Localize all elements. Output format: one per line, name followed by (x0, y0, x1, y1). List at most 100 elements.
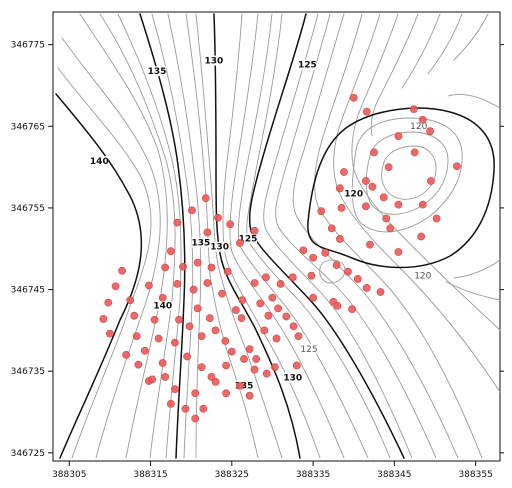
sample-point (270, 363, 279, 372)
x-tick-label: 388335 (296, 470, 330, 480)
sample-point (183, 352, 191, 361)
contour-label-halo (191, 237, 210, 248)
contour-label-halo (90, 156, 109, 167)
sample-point (409, 105, 418, 114)
sample-point (158, 359, 167, 367)
sample-point (453, 162, 461, 171)
x-tick-label: 388345 (377, 470, 411, 480)
sample-point (349, 93, 358, 102)
sample-point (173, 279, 182, 288)
sample-point (214, 213, 222, 222)
sample-point (252, 355, 261, 363)
sample-point (171, 385, 179, 394)
sample-point (197, 363, 206, 372)
contour-label-halo (210, 241, 229, 252)
sample-point (132, 332, 141, 340)
contour-label-halo (298, 59, 317, 70)
sample-point (171, 338, 179, 347)
sample-point (145, 281, 153, 290)
sample-point (368, 182, 377, 191)
sample-point (222, 389, 231, 398)
sample-point (237, 314, 246, 323)
contour-label: 125 (300, 345, 317, 355)
contour-label-halo (413, 270, 432, 281)
contour-label: 135 (235, 382, 254, 392)
sample-point (262, 369, 271, 378)
sample-point (340, 168, 348, 176)
contour-label: 130 (283, 373, 302, 383)
contour-label: 140 (153, 302, 172, 312)
sample-point (181, 404, 190, 413)
contour-label: 125 (239, 235, 258, 245)
y-tick-label: 346745 (11, 286, 45, 296)
sample-point (205, 314, 214, 323)
sample-point (238, 296, 247, 305)
sample-point (332, 261, 341, 269)
sample-point (432, 214, 441, 223)
sample-point (222, 361, 231, 370)
sample-point (327, 224, 336, 233)
sample-point (353, 275, 362, 283)
sample-point (362, 107, 371, 116)
sample-point (158, 293, 167, 302)
contour-label: 135 (192, 239, 211, 249)
contour-label-halo (344, 188, 363, 199)
sample-point (344, 267, 352, 276)
sample-point (166, 247, 175, 256)
sample-point (218, 289, 226, 298)
y-tick-label: 346765 (11, 122, 45, 132)
sample-point (211, 377, 220, 386)
sample-point (203, 228, 212, 237)
contour-label: 135 (148, 67, 167, 77)
sample-point (292, 361, 301, 370)
sample-point (268, 293, 277, 302)
sample-point (394, 200, 403, 209)
sample-point (264, 311, 273, 320)
sample-point (173, 218, 182, 227)
contour-label: 120 (414, 271, 431, 281)
contour-label: 120 (344, 190, 363, 200)
sample-point (337, 204, 346, 212)
sample-point (179, 262, 187, 271)
sample-point (111, 282, 120, 291)
sample-point (299, 246, 308, 255)
sample-point (197, 332, 206, 340)
sample-point (361, 202, 370, 211)
sample-point (189, 285, 198, 294)
sample-point (294, 332, 303, 340)
sample-point (335, 184, 344, 193)
x-tick-label: 388305 (52, 470, 86, 480)
sample-point (335, 235, 344, 243)
sample-point (307, 271, 316, 280)
contour-label-halo (204, 55, 223, 66)
sample-point (245, 345, 254, 354)
sample-point (256, 299, 265, 308)
sample-point (118, 266, 126, 275)
y-axis: 346725 346735 346745 346755 346765 346775 (11, 41, 504, 459)
sample-point (191, 414, 200, 423)
sample-point (410, 148, 419, 157)
sample-point (223, 267, 232, 276)
sample-point (276, 279, 285, 288)
sample-point (211, 326, 220, 335)
contour-label-halo (234, 380, 253, 391)
sample-point (333, 301, 342, 310)
sample-point (188, 206, 196, 215)
sample-point (309, 293, 317, 302)
contour-label-halo (148, 66, 167, 77)
contour-label-halo (300, 343, 319, 354)
sample-point (99, 315, 108, 323)
sample-point (321, 248, 330, 257)
sample-point (362, 284, 371, 292)
sample-point (250, 226, 259, 235)
sample-point (262, 273, 270, 282)
sample-point (122, 350, 131, 359)
contour-label-halo (239, 233, 258, 244)
sample-point (150, 315, 159, 324)
y-tick-label: 346725 (11, 449, 45, 459)
sample-point (379, 193, 388, 202)
sample-point (199, 404, 208, 413)
sample-point (386, 224, 395, 233)
